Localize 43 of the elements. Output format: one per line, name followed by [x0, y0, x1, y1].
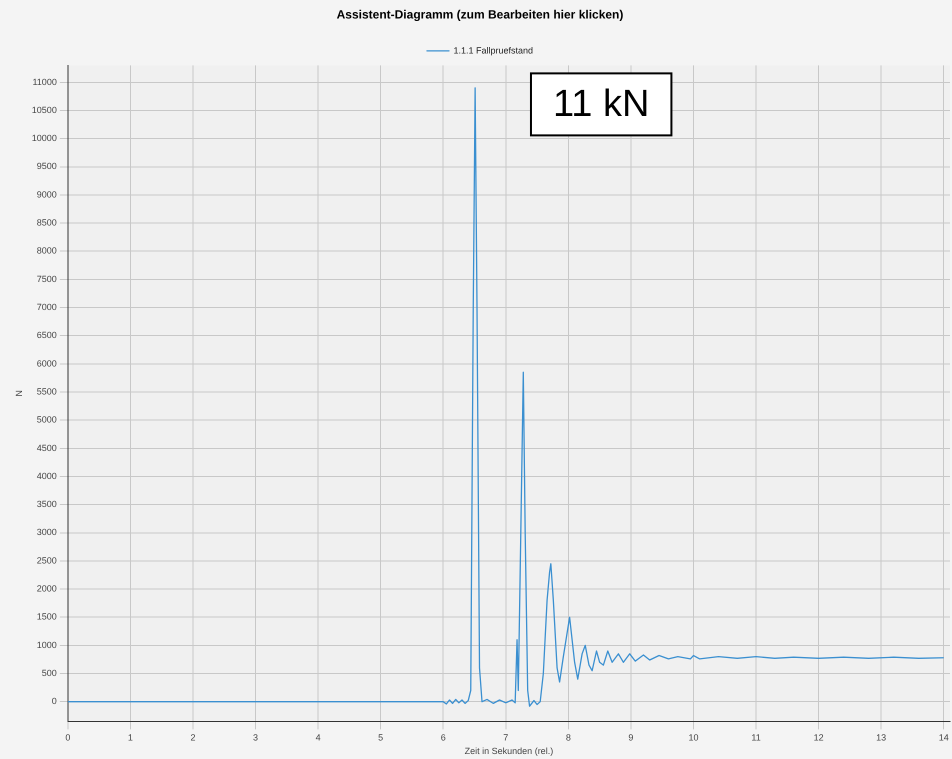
y-tick-label: 6500	[36, 330, 57, 340]
y-tick-label: 6000	[36, 358, 57, 368]
y-tick-label: 9000	[36, 189, 57, 200]
x-tick-label: 12	[814, 732, 824, 742]
y-tick-label: 4500	[36, 442, 57, 453]
y-tick-label: 1000	[36, 640, 57, 650]
x-axis-title: Zeit in Sekunden (rel.)	[464, 746, 554, 756]
y-tick-label: 0	[52, 696, 57, 706]
y-tick-label: 5500	[36, 386, 57, 396]
y-tick-label: 9500	[36, 161, 57, 172]
legend-label: 1.1.1 Fallpruefstand	[453, 45, 534, 56]
y-tick-label: 3500	[36, 499, 57, 510]
x-tick-label: 10	[688, 732, 698, 742]
y-tick-label: 2500	[36, 555, 57, 566]
x-tick-label: 11	[751, 732, 761, 742]
y-tick-label: 8500	[36, 218, 57, 228]
y-tick-label: 2000	[36, 584, 57, 594]
y-tick-label: 10000	[32, 133, 57, 144]
y-tick-label: 10500	[32, 104, 57, 115]
x-tick-label: 13	[876, 732, 886, 742]
y-tick-label: 11000	[32, 76, 57, 87]
x-tick-label: 4	[316, 732, 321, 742]
y-axis-title: N	[14, 390, 24, 397]
chart-title: Assistent-Diagramm (zum Bearbeiten hier klicken)	[336, 8, 624, 22]
y-tick-label: 4000	[36, 470, 57, 481]
x-tick-label: 8	[566, 732, 571, 742]
y-tick-label: 7000	[36, 302, 57, 312]
x-tick-label: 2	[190, 732, 196, 742]
x-tick-label: 9	[628, 732, 634, 742]
x-tick-label: 1	[128, 732, 133, 742]
x-tick-label: 6	[440, 732, 446, 742]
y-tick-label: 500	[42, 668, 57, 678]
x-tick-label: 7	[503, 732, 508, 742]
y-tick-label: 7500	[36, 274, 57, 284]
x-tick-label: 14	[938, 732, 949, 742]
y-tick-label: 3000	[36, 527, 57, 538]
y-tick-label: 5000	[36, 414, 57, 425]
y-tick-label: 8000	[36, 246, 57, 256]
x-tick-label: 5	[378, 732, 384, 742]
x-tick-label: 0	[65, 732, 70, 742]
y-tick-label: 1500	[36, 612, 57, 622]
x-tick-label: 3	[253, 732, 258, 742]
annotation: 11 kN	[552, 82, 650, 125]
